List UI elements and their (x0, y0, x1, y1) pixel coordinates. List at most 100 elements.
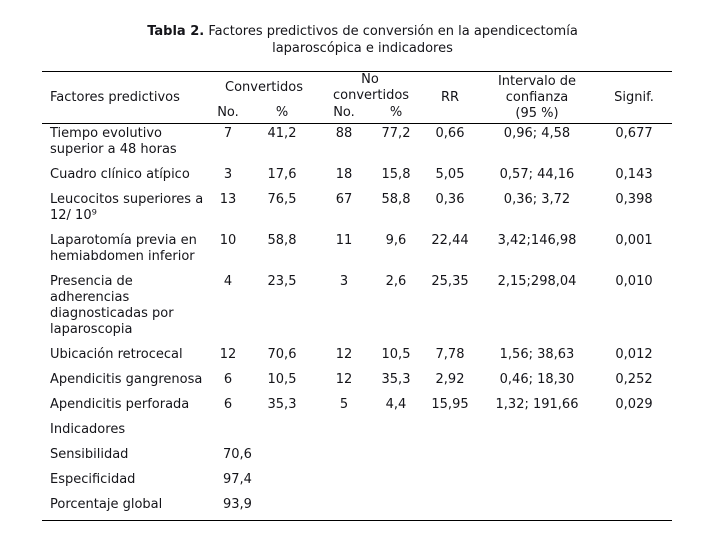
converted-pct-cell: 58,8 (267, 233, 297, 248)
table-row: Laparotomía previa en hemiabdomen inferi… (42, 231, 672, 272)
signif-cell: 0,252 (615, 372, 653, 387)
notconverted-no-cell: 18 (335, 167, 353, 182)
table-body: Tiempo evolutivo superior a 48 horas 7 4… (42, 124, 672, 521)
notconverted-no-cell: 11 (335, 233, 353, 248)
converted-pct-cell: 41,2 (267, 126, 297, 141)
converted-pct-cell: 76,5 (267, 192, 297, 207)
notconverted-pct-cell: 15,8 (381, 167, 411, 182)
converted-pct-cell: 70,6 (267, 347, 297, 362)
notconverted-pct-cell: 35,3 (381, 372, 411, 387)
rr-cell: 2,92 (435, 372, 465, 387)
notconverted-no-cell: 5 (339, 397, 349, 412)
col-header-signif: Signif. (614, 89, 654, 105)
col-header-not-converted-text: No convertidos (333, 72, 410, 104)
col-header-factors: Factores predictivos (50, 89, 180, 105)
rr-cell: 5,05 (435, 167, 465, 182)
indicator-label: Porcentaje global (50, 497, 163, 512)
factor-cell: Laparotomía previa en hemiabdomen inferi… (50, 233, 197, 264)
table-row: Tiempo evolutivo superior a 48 horas 7 4… (42, 124, 672, 166)
col-header-converted: Convertidos (225, 80, 303, 96)
indicator-row: Porcentaje global 93,9 (42, 495, 672, 521)
ci-header-line2: (95 %) (515, 105, 559, 121)
indicators-section-row: Indicadores (42, 420, 672, 445)
rr-cell: 15,95 (431, 397, 469, 412)
subheader-notconverted-no: No. (333, 104, 355, 120)
table-row: Apendicitis gangrenosa 6 10,5 12 35,3 2,… (42, 370, 672, 395)
predictive-factors-table: Factores predictivos Convertidos No conv… (42, 71, 672, 521)
signif-cell: 0,677 (615, 126, 653, 141)
notconverted-no-cell: 67 (335, 192, 353, 207)
notconverted-pct-cell: 2,6 (385, 274, 407, 289)
converted-pct-cell: 10,5 (267, 372, 297, 387)
indicator-value: 70,6 (223, 447, 252, 462)
signif-cell: 0,143 (615, 167, 653, 182)
converted-no-cell: 4 (223, 274, 233, 289)
factor-cell: Presencia de adherencias diagnosticadas … (50, 274, 174, 337)
converted-no-cell: 6 (223, 397, 233, 412)
col-header-not-converted: No convertidos (318, 72, 422, 105)
empty-cell (318, 445, 672, 470)
empty-cell (318, 470, 672, 495)
ci-header-line1: Intervalo de confianza (497, 73, 577, 105)
signif-cell: 0,398 (615, 192, 653, 207)
indicators-section-label: Indicadores (50, 422, 126, 437)
rr-cell: 0,36 (435, 192, 465, 207)
table-caption: Tabla 2. Factores predictivos de convers… (103, 23, 623, 57)
table-row: Apendicitis perforada 6 35,3 5 4,4 15,95… (42, 395, 672, 420)
notconverted-pct-cell: 58,8 (381, 192, 411, 207)
notconverted-pct-cell: 10,5 (381, 347, 411, 362)
notconverted-no-cell: 88 (335, 126, 353, 141)
table-row: Ubicación retrocecal 12 70,6 12 10,5 7,7… (42, 345, 672, 370)
ci-cell: 0,57; 44,16 (499, 167, 575, 182)
rr-cell: 7,78 (435, 347, 465, 362)
factor-cell: Tiempo evolutivo superior a 48 horas (50, 126, 177, 157)
rr-cell: 25,35 (431, 274, 469, 289)
converted-no-cell: 3 (223, 167, 233, 182)
notconverted-no-cell: 12 (335, 372, 353, 387)
factor-cell: Leucocitos superiores a 12/ 10⁹ (50, 192, 204, 223)
notconverted-pct-cell: 4,4 (385, 397, 407, 412)
empty-cell (318, 495, 672, 521)
notconverted-no-cell: 3 (339, 274, 349, 289)
factor-cell: Ubicación retrocecal (50, 347, 183, 362)
signif-cell: 0,012 (615, 347, 653, 362)
signif-cell: 0,029 (615, 397, 653, 412)
table-row: Leucocitos superiores a 12/ 10⁹ 13 76,5 … (42, 190, 672, 231)
factor-cell: Apendicitis gangrenosa (50, 372, 203, 387)
rr-cell: 22,44 (431, 233, 469, 248)
subheader-notconverted-pct: % (389, 104, 403, 120)
empty-cell (210, 420, 672, 445)
table-row: Presencia de adherencias diagnosticadas … (42, 272, 672, 345)
indicator-value: 97,4 (223, 472, 252, 487)
ci-cell: 0,46; 18,30 (499, 372, 575, 387)
ci-cell: 1,32; 191,66 (495, 397, 579, 412)
converted-no-cell: 13 (219, 192, 237, 207)
notconverted-pct-cell: 77,2 (381, 126, 411, 141)
col-header-confidence-interval: Intervalo de confianza (95 %) (478, 72, 596, 124)
converted-no-cell: 10 (219, 233, 237, 248)
ci-cell: 3,42;146,98 (497, 233, 577, 248)
factor-cell: Apendicitis perforada (50, 397, 190, 412)
ci-cell: 1,56; 38,63 (499, 347, 575, 362)
converted-no-cell: 12 (219, 347, 237, 362)
notconverted-no-cell: 12 (335, 347, 353, 362)
indicator-label: Especificidad (50, 472, 136, 487)
subheader-converted-no: No. (217, 104, 239, 120)
rr-cell: 0,66 (435, 126, 465, 141)
notconverted-pct-cell: 9,6 (385, 233, 407, 248)
subheader-converted-pct: % (275, 104, 289, 120)
table-caption-number: Tabla 2. (147, 24, 205, 39)
table-header: Factores predictivos Convertidos No conv… (42, 71, 672, 124)
converted-no-cell: 7 (223, 126, 233, 141)
page: Tabla 2. Factores predictivos de convers… (0, 23, 725, 545)
converted-no-cell: 6 (223, 372, 233, 387)
indicator-value: 93,9 (223, 497, 252, 512)
converted-pct-cell: 23,5 (267, 274, 297, 289)
signif-cell: 0,010 (615, 274, 653, 289)
signif-cell: 0,001 (615, 233, 653, 248)
indicator-label: Sensibilidad (50, 447, 129, 462)
col-header-rr: RR (440, 89, 460, 105)
ci-cell: 0,96; 4,58 (503, 126, 571, 141)
ci-cell: 2,15;298,04 (497, 274, 577, 289)
table-row: Cuadro clínico atípico 3 17,6 18 15,8 5,… (42, 165, 672, 190)
